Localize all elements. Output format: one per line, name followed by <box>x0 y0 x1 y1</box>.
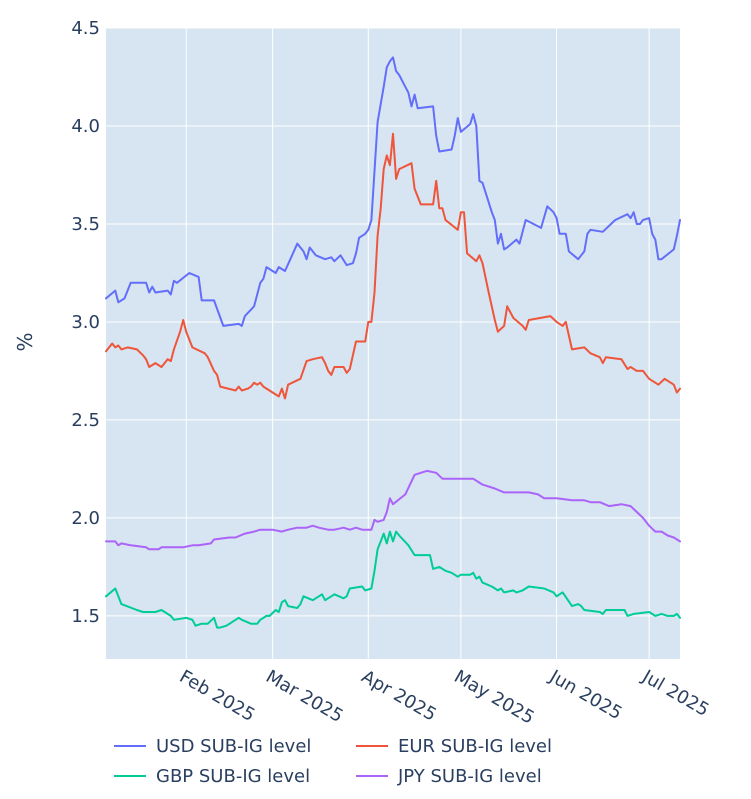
x-tick-label: Feb 2025 <box>176 666 259 726</box>
legend-item-usd: USD SUB-IG level <box>114 736 311 757</box>
legend-item-eur: EUR SUB-IG level <box>356 736 552 757</box>
legend-label: EUR SUB-IG level <box>398 736 552 757</box>
y-tick-label: 4.5 <box>71 18 100 39</box>
y-tick-label: 4.0 <box>71 116 100 137</box>
y-tick-labels: 1.5 2.0 2.5 3.0 3.5 4.0 4.5 <box>71 18 100 627</box>
x-tick-labels: Feb 2025 Mar 2025 Apr 2025 May 2025 Jun 2025… <box>176 666 713 729</box>
y-tick-label: 2.0 <box>71 508 100 529</box>
x-tick-label: Jul 2025 <box>638 666 713 721</box>
y-axis-label: % <box>13 332 37 351</box>
y-tick-label: 2.5 <box>71 410 100 431</box>
x-tick-label: Apr 2025 <box>358 666 440 726</box>
series-line-usd <box>105 56 681 327</box>
plot-background <box>106 28 680 659</box>
x-tick-label: Jun 2025 <box>545 666 625 725</box>
legend-label: USD SUB-IG level <box>156 736 311 757</box>
x-gridlines <box>185 28 650 659</box>
y-tick-label: 3.5 <box>71 214 100 235</box>
y-tick-label: 1.5 <box>71 606 100 627</box>
y-gridlines <box>106 27 680 617</box>
legend-item-jpy: JPY SUB-IG level <box>356 766 542 787</box>
legend: USD SUB-IG level EUR SUB-IG level GBP SUB-… <box>114 736 552 787</box>
series-line-gbp <box>105 530 681 629</box>
legend-item-gbp: GBP SUB-IG level <box>114 766 310 787</box>
legend-label: GBP SUB-IG level <box>156 766 310 787</box>
series-lines <box>105 56 681 629</box>
series-line-jpy <box>105 469 681 551</box>
legend-label: JPY SUB-IG level <box>397 766 542 787</box>
y-tick-label: 3.0 <box>71 312 100 333</box>
x-tick-label: Mar 2025 <box>262 666 347 727</box>
x-tick-label: May 2025 <box>450 666 537 729</box>
series-line-eur <box>105 132 681 400</box>
